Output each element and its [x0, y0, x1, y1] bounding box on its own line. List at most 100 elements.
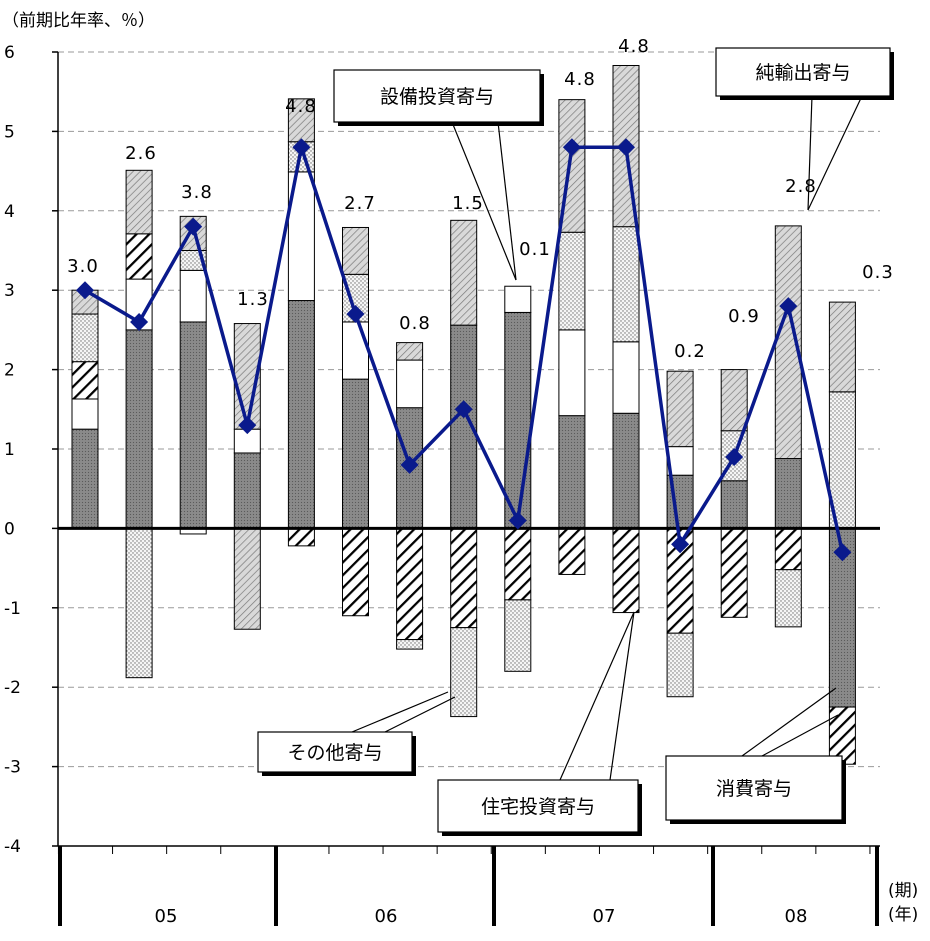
callout-leader — [384, 696, 456, 733]
y-tick-label: 0 — [4, 519, 15, 539]
gdp-point — [562, 138, 581, 157]
gdp-value-label: 0.8 — [399, 313, 431, 334]
gdp-value-label: 0.9 — [728, 306, 760, 327]
bar-segment-housing — [504, 527, 532, 601]
bar-segment-equipment — [179, 269, 207, 323]
bar-segment-consumption — [287, 300, 315, 529]
callout-leader — [609, 611, 635, 781]
gdp-value-label: 2.6 — [125, 143, 157, 164]
bar-segment-housing — [558, 527, 586, 575]
gdp-value-label: 3.8 — [181, 182, 213, 203]
bar-segment-housing — [774, 527, 802, 571]
callout-leader — [451, 121, 517, 281]
bar-segment-equipment — [558, 329, 586, 417]
y-tick-label: -3 — [4, 758, 21, 778]
bar-segment-net_exports — [666, 370, 694, 448]
gdp-point — [454, 400, 473, 419]
gdp-value-label: 2.8 — [785, 176, 817, 197]
y-unit-label: （前期比年率、％） — [2, 11, 155, 31]
gdp-value-label: 0.2 — [674, 341, 706, 362]
bar-segment-consumption — [71, 428, 99, 529]
gdp-point — [779, 297, 798, 316]
year-label: 07 — [593, 906, 616, 927]
bar-segment-consumption — [179, 321, 207, 529]
stacked-bars — [71, 64, 856, 765]
gdp-point — [508, 511, 527, 530]
bar-segment-consumption — [720, 480, 748, 529]
callout-label: 設備投資寄与 — [380, 86, 494, 108]
y-axis-ticks: 6 5 4 3 2 1 0 -1 -2 -3 -4 — [4, 43, 58, 857]
bar-segment-consumption — [774, 458, 802, 529]
y-tick-label: 5 — [4, 122, 15, 142]
callout-box — [665, 755, 843, 821]
bar-segment-housing — [828, 706, 856, 765]
gdp-value-label: 3.0 — [67, 256, 99, 277]
year-label: 08 — [785, 906, 808, 927]
bar-segment-consumption — [125, 329, 153, 529]
bar-segment-net_exports — [396, 342, 424, 361]
axes — [57, 52, 880, 847]
bar-segment-other — [666, 632, 694, 698]
y-tick-label: -2 — [4, 678, 21, 698]
gdp-total-line — [76, 138, 852, 562]
callout-box — [333, 69, 541, 123]
bar-segment-housing — [396, 527, 424, 641]
gdp-point — [238, 416, 257, 435]
gdp-point — [184, 217, 203, 236]
y-tick-label: 6 — [4, 43, 15, 63]
x-axis: 05 06 07 08 (期) (年) — [57, 846, 918, 927]
x-quarter-unit-label: (期) — [888, 881, 918, 901]
year-label: 06 — [375, 906, 398, 927]
gdp-point — [346, 305, 365, 324]
y-tick-label: 4 — [4, 202, 15, 222]
bar-segment-equipment — [612, 341, 640, 414]
bar-segment-net_exports — [342, 226, 369, 275]
callout-label: その他寄与 — [287, 742, 382, 764]
gdp-value-labels: 3.0 2.6 3.8 1.3 4.8 2.7 0.8 1.5 0.1 4.8 4.8 0.2 0.9 2… — [67, 36, 894, 362]
callout-leader — [497, 121, 517, 281]
y-tick-label: 2 — [4, 361, 15, 381]
bar-segment-consumption — [612, 412, 640, 529]
gdp-point — [671, 535, 690, 554]
x-year-unit-label: (年) — [888, 905, 918, 925]
bar-segment-other — [125, 527, 153, 679]
gdp-value-label: 4.8 — [285, 96, 317, 117]
gdp-value-label: 2.7 — [344, 193, 376, 214]
bar-segment-net_exports — [125, 169, 153, 235]
callout-leader — [807, 95, 813, 211]
bar-segment-other — [450, 627, 478, 718]
gdp-value-label: 0.3 — [862, 262, 894, 283]
y-tick-label: 1 — [4, 440, 15, 460]
bar-segment-housing — [71, 361, 99, 400]
gdp-point — [292, 138, 311, 157]
y-tick-label: 3 — [4, 281, 15, 301]
bar-segment-other — [774, 569, 802, 628]
callout-leader — [351, 691, 449, 733]
bar-segment-net_exports — [720, 369, 748, 432]
year-label: 05 — [155, 906, 178, 927]
callout-leader — [559, 611, 635, 781]
gdp-value-label: 1.5 — [452, 193, 484, 214]
y-tick-label: -4 — [4, 837, 21, 857]
y-tick-label: -1 — [4, 599, 21, 619]
bar-segment-net_exports — [828, 301, 856, 393]
bar-segment-consumption — [342, 378, 369, 529]
bar-segment-consumption — [233, 452, 261, 529]
bar-segment-equipment — [396, 359, 424, 409]
bar-segment-other — [396, 639, 424, 650]
bar-segment-net_exports — [233, 527, 261, 630]
callout-label: 消費寄与 — [716, 778, 792, 800]
gdp-point — [130, 312, 149, 331]
gdp-value-label: 4.8 — [564, 69, 596, 90]
gdp-point — [833, 543, 852, 562]
gdp-value-label: 1.3 — [237, 289, 269, 310]
callout-leader — [807, 95, 863, 211]
gdp-value-label: 0.1 — [519, 239, 551, 260]
bar-segment-net_exports — [287, 98, 315, 143]
bar-segment-housing — [287, 527, 315, 547]
bar-segment-consumption — [504, 311, 532, 529]
bar-segment-equipment — [504, 285, 532, 313]
gdp-point — [400, 455, 419, 474]
